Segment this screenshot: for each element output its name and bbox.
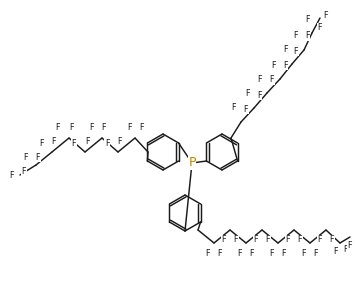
Text: F: F	[257, 91, 261, 99]
Text: F: F	[270, 248, 274, 258]
Text: F: F	[250, 248, 254, 258]
Text: F: F	[23, 154, 27, 162]
Text: F: F	[266, 235, 270, 245]
Text: F: F	[344, 245, 348, 255]
Text: F: F	[302, 248, 306, 258]
Text: F: F	[222, 235, 226, 245]
Text: F: F	[218, 248, 222, 258]
Text: F: F	[271, 61, 275, 69]
Text: F: F	[10, 171, 14, 181]
Text: F: F	[318, 235, 322, 245]
Text: F: F	[69, 124, 73, 132]
Text: F: F	[298, 235, 302, 245]
Text: F: F	[318, 24, 322, 32]
Text: F: F	[105, 138, 109, 148]
Text: F: F	[283, 45, 287, 55]
Text: F: F	[39, 138, 43, 148]
Text: F: F	[294, 32, 298, 41]
Text: F: F	[314, 248, 318, 258]
Text: F: F	[234, 235, 238, 245]
Text: F: F	[52, 138, 56, 146]
Text: F: F	[330, 235, 334, 245]
Text: F: F	[283, 61, 287, 69]
Text: F: F	[140, 122, 144, 132]
Text: F: F	[254, 235, 258, 245]
Text: F: F	[294, 46, 298, 55]
Text: F: F	[305, 32, 309, 41]
Text: F: F	[306, 15, 310, 25]
Text: F: F	[334, 248, 338, 257]
Text: F: F	[238, 248, 242, 258]
Text: F: F	[102, 124, 106, 132]
Text: F: F	[72, 138, 76, 148]
Text: F: F	[270, 75, 274, 85]
Text: F: F	[118, 138, 122, 146]
Text: F: F	[22, 168, 26, 177]
Text: F: F	[286, 235, 290, 245]
Text: F: F	[36, 152, 40, 161]
Text: F: F	[128, 124, 132, 132]
Text: F: F	[258, 75, 262, 85]
Text: F: F	[232, 104, 236, 112]
Text: F: F	[245, 89, 249, 98]
Text: F: F	[206, 248, 210, 258]
Text: P: P	[188, 157, 196, 169]
Text: F: F	[244, 105, 248, 114]
Text: F: F	[89, 124, 93, 132]
Text: F: F	[55, 124, 59, 132]
Text: F: F	[323, 11, 327, 19]
Text: F: F	[282, 248, 286, 258]
Text: F: F	[85, 138, 89, 146]
Text: F: F	[348, 241, 352, 249]
